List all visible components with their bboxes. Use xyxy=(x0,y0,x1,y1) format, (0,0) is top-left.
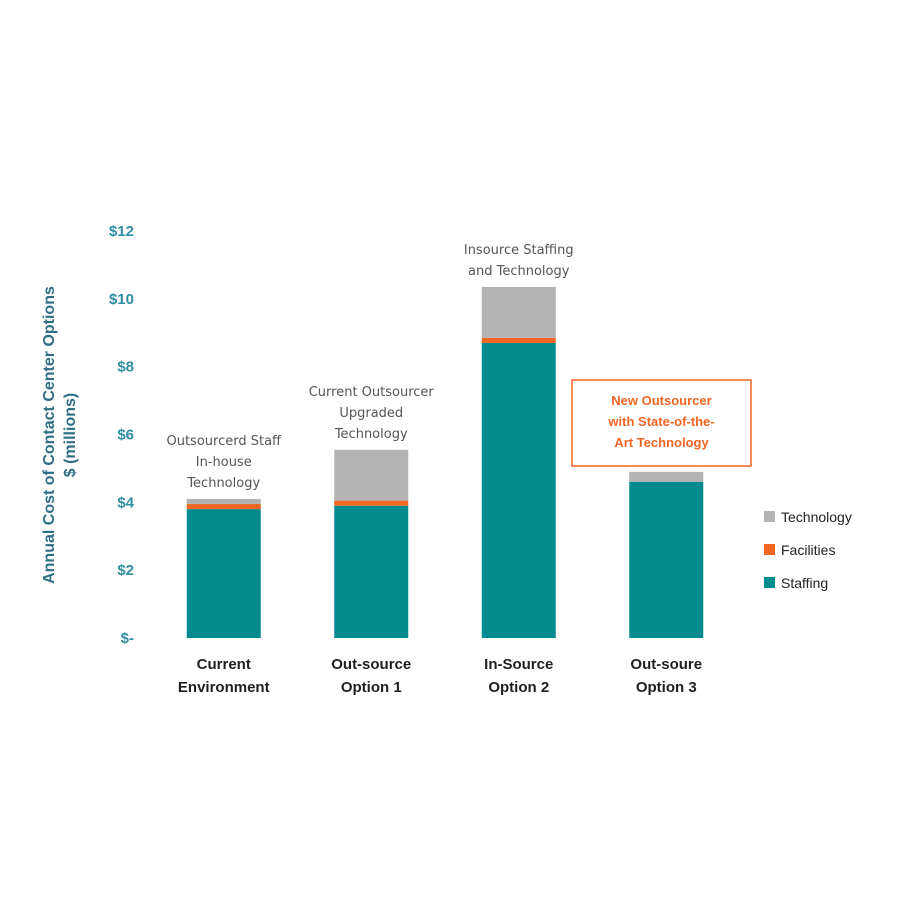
x-tick-label: Option 1 xyxy=(341,679,402,696)
x-axis-ticks: Current Environment Out-source Option 1 In-S… xyxy=(178,656,702,696)
bar-annotation: In-house xyxy=(196,455,252,470)
callout-text: New Outsourcer xyxy=(611,393,711,408)
bar-annotation: Insource Staffing xyxy=(464,243,574,258)
bar-technology xyxy=(334,449,409,501)
callout: New Outsourcer with State-of-the- Art Tech… xyxy=(571,379,752,467)
bar-annotation: Technology xyxy=(334,427,408,442)
x-tick-label: Option 2 xyxy=(488,679,549,696)
bar-technology xyxy=(629,471,704,482)
x-tick-label: Out-source xyxy=(331,656,411,673)
legend-swatch-staffing xyxy=(764,577,775,588)
bar-staffing xyxy=(186,509,261,638)
y-tick-label: $- xyxy=(121,630,134,647)
y-tick-label: $4 xyxy=(117,494,134,511)
y-axis-label-line: Annual Cost of Contact Center Options xyxy=(41,286,58,584)
legend: Technology Facilities Staffing xyxy=(764,509,852,591)
y-tick-label: $10 xyxy=(109,291,134,308)
bars xyxy=(186,286,704,638)
bar-technology xyxy=(186,498,261,505)
x-tick-label: Current xyxy=(197,656,251,673)
callout-text: Art Technology xyxy=(614,435,709,450)
y-tick-label: $8 xyxy=(117,359,134,376)
legend-label-facilities: Facilities xyxy=(781,542,835,558)
bar-facilities xyxy=(334,500,409,506)
x-tick-label: Option 3 xyxy=(636,679,697,696)
bar-annotation: and Technology xyxy=(468,264,570,279)
x-tick-label: Out-soure xyxy=(630,656,702,673)
y-tick-label: $12 xyxy=(109,223,134,240)
bar-facilities xyxy=(481,337,556,343)
bar-annotation: Current Outsourcer xyxy=(309,385,435,400)
x-tick-label: Environment xyxy=(178,679,270,696)
callout-box xyxy=(571,379,752,467)
bar-staffing xyxy=(481,342,556,638)
x-tick-label: In-Source xyxy=(484,656,553,673)
y-tick-label: $6 xyxy=(117,427,134,444)
annotations: Outsourcerd Staff In-house Technology Curre… xyxy=(166,243,573,491)
bar-annotation: Upgraded xyxy=(339,406,403,421)
legend-label-staffing: Staffing xyxy=(781,575,828,591)
callout-text: with State-of-the- xyxy=(607,414,714,429)
bar-staffing xyxy=(334,505,409,638)
y-axis-ticks: $- $2 $4 $6 $8 $10 $12 xyxy=(109,223,135,647)
bar-annotation: Outsourcerd Staff xyxy=(166,434,282,449)
y-axis-label-line: $ (millions) xyxy=(62,393,79,477)
bar-technology xyxy=(481,286,556,338)
y-axis-label: Annual Cost of Contact Center Options $ (… xyxy=(41,286,79,584)
bar-annotation: Technology xyxy=(186,476,260,491)
y-tick-label: $2 xyxy=(117,562,134,579)
legend-label-technology: Technology xyxy=(781,509,852,525)
bar-facilities xyxy=(186,504,261,510)
legend-swatch-technology xyxy=(764,511,775,522)
legend-swatch-facilities xyxy=(764,544,775,555)
bar-staffing xyxy=(629,481,704,638)
